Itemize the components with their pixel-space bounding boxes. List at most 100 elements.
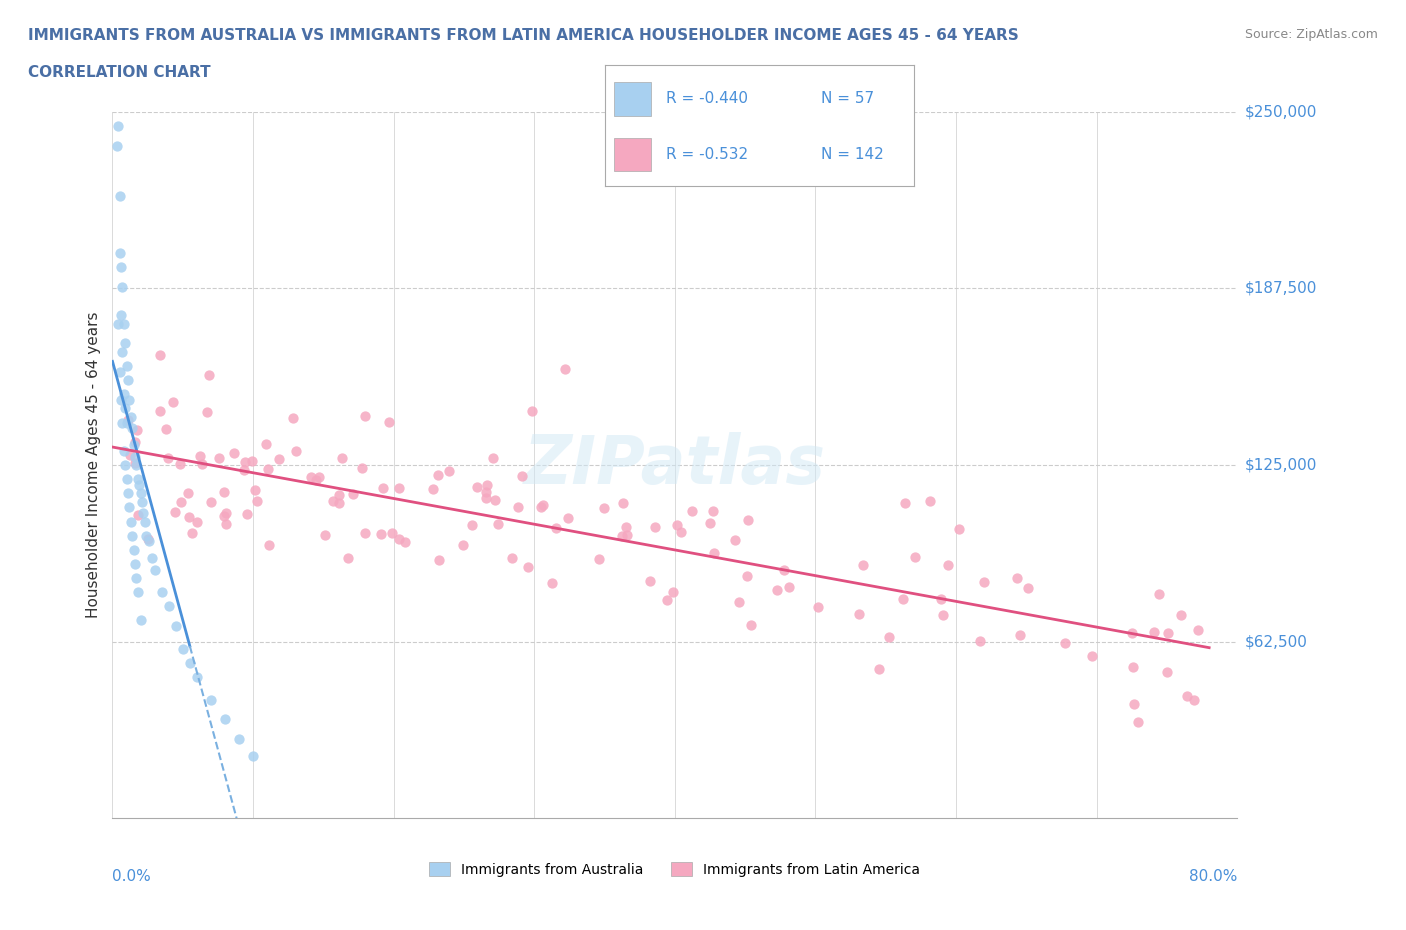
Point bbox=[118, 448, 141, 463]
Point bbox=[638, 574, 661, 589]
Point bbox=[186, 514, 208, 529]
Point bbox=[179, 510, 201, 525]
Point bbox=[108, 365, 131, 379]
Point bbox=[614, 520, 637, 535]
Point bbox=[120, 409, 142, 424]
Point bbox=[117, 413, 139, 428]
Point bbox=[157, 599, 180, 614]
Point bbox=[125, 423, 148, 438]
Text: R = -0.532: R = -0.532 bbox=[666, 147, 748, 162]
Point bbox=[191, 457, 214, 472]
Point bbox=[170, 495, 193, 510]
Point bbox=[242, 454, 264, 469]
Point bbox=[111, 344, 134, 359]
Point bbox=[228, 732, 250, 747]
Point bbox=[394, 534, 416, 549]
Point bbox=[352, 460, 374, 475]
Point bbox=[703, 546, 725, 561]
Point bbox=[894, 496, 917, 511]
Point bbox=[212, 485, 235, 499]
Point bbox=[136, 531, 159, 546]
Text: N = 57: N = 57 bbox=[821, 91, 875, 106]
Point bbox=[285, 444, 308, 458]
Text: N = 142: N = 142 bbox=[821, 147, 884, 162]
Point bbox=[848, 606, 870, 621]
Point bbox=[616, 527, 638, 542]
Point bbox=[465, 479, 488, 494]
Point bbox=[110, 308, 132, 323]
Point bbox=[1121, 625, 1143, 640]
Point bbox=[737, 512, 759, 527]
Point bbox=[728, 594, 751, 609]
Point bbox=[969, 634, 991, 649]
Point bbox=[610, 528, 633, 543]
Point bbox=[501, 551, 523, 565]
Point bbox=[877, 630, 900, 644]
Point bbox=[381, 526, 404, 541]
Point bbox=[107, 316, 129, 331]
Text: ZIPatlas: ZIPatlas bbox=[524, 432, 825, 498]
Text: $250,000: $250,000 bbox=[1244, 104, 1316, 119]
Point bbox=[195, 405, 218, 420]
Point bbox=[314, 527, 336, 542]
Point bbox=[243, 483, 266, 498]
Point bbox=[200, 692, 222, 707]
Point bbox=[124, 434, 146, 449]
Text: 0.0%: 0.0% bbox=[112, 870, 152, 884]
Point bbox=[506, 499, 529, 514]
Point bbox=[1081, 648, 1104, 663]
Point bbox=[112, 316, 135, 331]
Point bbox=[475, 478, 498, 493]
Point bbox=[197, 368, 219, 383]
Point bbox=[699, 515, 721, 530]
Point bbox=[257, 538, 280, 552]
Point bbox=[129, 613, 152, 628]
Point bbox=[973, 574, 995, 589]
Point bbox=[681, 504, 703, 519]
Point bbox=[214, 506, 236, 521]
Point bbox=[336, 551, 359, 565]
Point bbox=[531, 498, 554, 512]
Point bbox=[353, 408, 375, 423]
Point bbox=[124, 449, 146, 464]
Point bbox=[156, 451, 179, 466]
Point bbox=[108, 189, 131, 204]
Point bbox=[330, 450, 353, 465]
Point bbox=[305, 472, 328, 487]
Point bbox=[779, 579, 801, 594]
Point bbox=[426, 467, 449, 482]
Y-axis label: Householder Income Ages 45 - 64 years: Householder Income Ages 45 - 64 years bbox=[86, 312, 101, 618]
Point bbox=[129, 485, 152, 500]
Point bbox=[283, 410, 305, 425]
Point bbox=[200, 495, 222, 510]
Point bbox=[1143, 624, 1166, 639]
Point bbox=[439, 463, 461, 478]
Point bbox=[257, 462, 280, 477]
Point bbox=[427, 553, 450, 568]
Point bbox=[1182, 693, 1205, 708]
Point bbox=[322, 494, 344, 509]
Point bbox=[242, 749, 264, 764]
Point bbox=[125, 571, 148, 586]
Point bbox=[172, 642, 194, 657]
Point bbox=[530, 499, 553, 514]
Point bbox=[544, 520, 567, 535]
Point bbox=[486, 516, 509, 531]
Point bbox=[1187, 623, 1209, 638]
Point bbox=[557, 511, 579, 525]
Point bbox=[115, 472, 138, 486]
Point bbox=[554, 362, 576, 377]
Point bbox=[112, 387, 135, 402]
Point bbox=[475, 485, 498, 499]
Point bbox=[165, 618, 187, 633]
Point bbox=[115, 415, 138, 430]
Point bbox=[114, 401, 136, 416]
Point bbox=[852, 558, 875, 573]
Point bbox=[224, 445, 246, 460]
Point bbox=[162, 395, 184, 410]
Point bbox=[120, 514, 142, 529]
Point bbox=[186, 670, 208, 684]
Text: IMMIGRANTS FROM AUSTRALIA VS IMMIGRANTS FROM LATIN AMERICA HOUSEHOLDER INCOME AG: IMMIGRANTS FROM AUSTRALIA VS IMMIGRANTS … bbox=[28, 28, 1019, 43]
Point bbox=[766, 582, 789, 597]
Point bbox=[122, 542, 145, 557]
